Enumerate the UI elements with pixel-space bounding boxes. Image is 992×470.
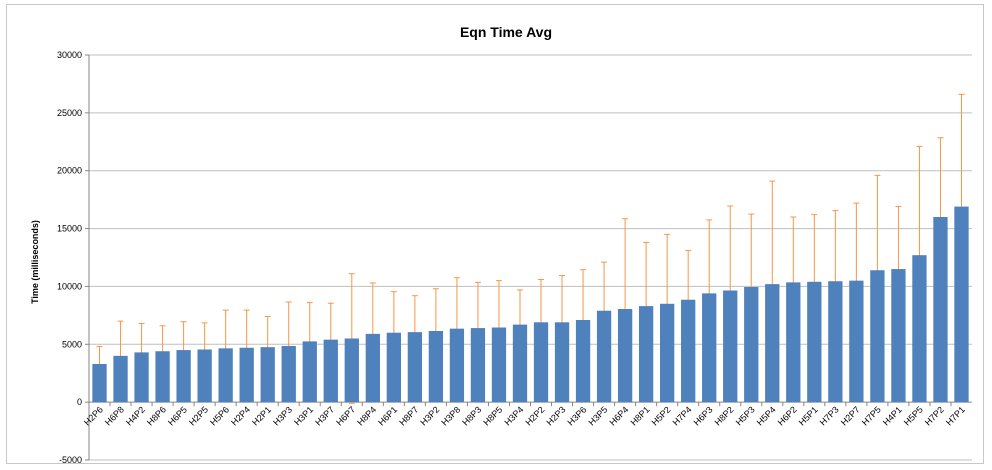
x-tick-label: H3P6 [565,404,588,427]
bar [597,311,611,402]
x-tick-label: H8P4 [355,404,378,427]
bar [155,351,169,402]
x-tick-label: H2P1 [250,404,273,427]
bar [134,352,148,402]
x-tick-label: H4P1 [881,404,904,427]
bar [828,281,842,402]
bar [345,339,359,403]
bar [113,356,127,402]
chart-frame: -5000 0 5000 10000 15000 20000 25000 30000 H2P6 H… [6,4,984,464]
x-tick-label: H7P3 [818,404,841,427]
x-tick-label: H6P3 [692,404,715,427]
y-tick-label: 10000 [57,281,82,291]
y-tick-label: 0 [77,397,82,407]
bar [303,341,317,402]
bar [702,293,716,402]
x-tick-label: H8P3 [460,404,483,427]
bar [240,348,254,402]
bar [450,329,464,402]
x-tick-label: H3P5 [587,404,610,427]
bar [618,309,632,402]
x-tick-label: H7P1 [944,404,967,427]
y-tick-label: 5000 [62,339,82,349]
x-tick-label: H5P5 [902,404,925,427]
bar [723,290,737,402]
bar [786,282,800,402]
bar [681,300,695,402]
x-tick-label: H7P5 [860,404,883,427]
label-layer: -5000050001000015000200002500030000H2P6H… [57,50,967,465]
bar [92,364,106,402]
bar [282,346,296,402]
x-tick-label: H5P3 [734,404,757,427]
bar [534,322,548,402]
x-tick-label: H8P7 [397,404,420,427]
bar [513,325,527,403]
bar [639,306,653,402]
bar [954,207,968,403]
bar [849,281,863,403]
x-tick-label: H6P5 [166,404,189,427]
x-tick-label: H2P4 [229,404,252,427]
x-tick-label: H8P6 [145,404,168,427]
bar [366,334,380,402]
x-tick-label: H3P4 [502,404,525,427]
y-tick-label: 20000 [57,166,82,176]
x-tick-label: H5P6 [208,404,231,427]
x-tick-label: H2P3 [544,404,567,427]
x-tick-label: H6P4 [608,404,631,427]
chart-title: Eqn Time Avg [460,24,552,40]
x-tick-label: H3P3 [271,404,294,427]
x-tick-label: H2P6 [82,404,105,427]
y-tick-label: -5000 [59,455,82,465]
x-tick-label: H8P1 [629,404,652,427]
x-tick-label: H5P1 [797,404,820,427]
bar [492,328,506,403]
x-tick-label: H6P1 [376,404,399,427]
x-tick-label: H3P2 [418,404,441,427]
bar [933,217,947,402]
bar [197,349,211,402]
x-tick-label: H5P2 [650,404,673,427]
bar [387,333,401,402]
bar [807,282,821,402]
bar [324,340,338,402]
x-tick-label: H2P7 [839,404,862,427]
x-tick-label: H6P7 [334,404,357,427]
y-tick-label: 15000 [57,224,82,234]
x-tick-label: H6P8 [103,404,126,427]
y-tick-label: 30000 [57,50,82,60]
x-tick-label: H2P5 [187,404,210,427]
x-tick-label: H3P1 [292,404,315,427]
bar [744,287,758,402]
bar [912,255,926,402]
x-tick-label: H2P2 [523,404,546,427]
bar [765,284,779,402]
y-axis-label: Time (milliseconds) [30,220,40,304]
x-tick-label: H6P2 [776,404,799,427]
bar [408,332,422,402]
x-tick-label: H5P4 [755,404,778,427]
bar [219,348,233,402]
bar [576,320,590,402]
x-tick-label: H3P8 [439,404,462,427]
bar [261,347,275,402]
bar [870,270,884,402]
bar-layer [92,207,968,403]
x-tick-label: H7P2 [923,404,946,427]
x-tick-label: H3P7 [313,404,336,427]
bar [471,328,485,402]
x-tick-label: H4P2 [124,404,147,427]
bar [660,304,674,402]
x-tick-label: H8P5 [481,404,504,427]
x-tick-label: H7P4 [671,404,694,427]
bar [555,322,569,402]
x-tick-label: H8P2 [713,404,736,427]
y-tick-label: 25000 [57,108,82,118]
bar [429,331,443,402]
bar [891,269,905,402]
bar [176,350,190,402]
bar-chart: -5000050001000015000200002500030000H2P6H… [7,5,985,465]
